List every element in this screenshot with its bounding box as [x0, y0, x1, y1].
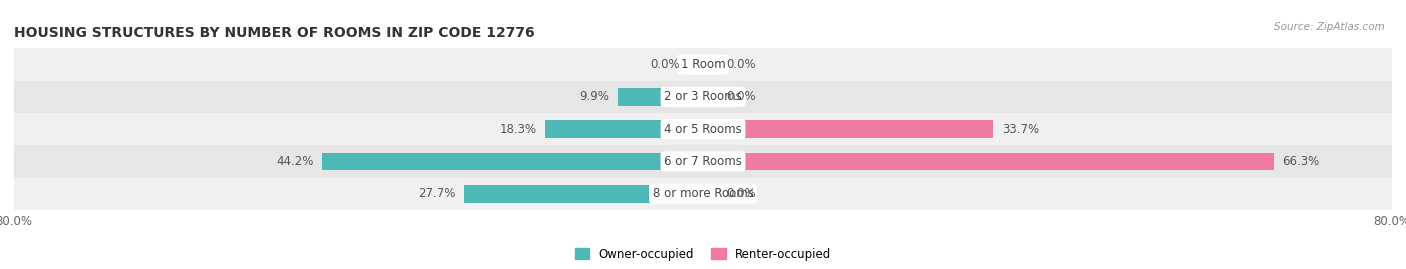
Text: 66.3%: 66.3%: [1282, 155, 1320, 168]
Bar: [703, 91, 716, 103]
Bar: [703, 153, 1274, 170]
Text: 0.0%: 0.0%: [650, 58, 679, 71]
Legend: Owner-occupied, Renter-occupied: Owner-occupied, Renter-occupied: [569, 243, 837, 265]
Text: 0.0%: 0.0%: [727, 90, 756, 103]
Text: 44.2%: 44.2%: [277, 155, 314, 168]
Bar: [703, 58, 716, 71]
Bar: [703, 187, 716, 200]
Text: 9.9%: 9.9%: [579, 90, 609, 103]
Bar: [546, 120, 703, 138]
Bar: [322, 153, 703, 170]
Text: 0.0%: 0.0%: [727, 187, 756, 200]
Bar: [14, 81, 1392, 113]
Bar: [617, 88, 703, 106]
Text: 6 or 7 Rooms: 6 or 7 Rooms: [664, 155, 742, 168]
Text: 1 Room: 1 Room: [681, 58, 725, 71]
Bar: [14, 113, 1392, 145]
Text: 27.7%: 27.7%: [419, 187, 456, 200]
Text: 33.7%: 33.7%: [1002, 123, 1039, 136]
Text: 0.0%: 0.0%: [727, 58, 756, 71]
Bar: [464, 185, 703, 203]
Text: Source: ZipAtlas.com: Source: ZipAtlas.com: [1274, 22, 1385, 31]
Bar: [14, 178, 1392, 210]
Text: HOUSING STRUCTURES BY NUMBER OF ROOMS IN ZIP CODE 12776: HOUSING STRUCTURES BY NUMBER OF ROOMS IN…: [14, 26, 534, 40]
Bar: [690, 58, 703, 71]
Bar: [14, 145, 1392, 178]
Text: 18.3%: 18.3%: [499, 123, 537, 136]
Bar: [703, 120, 993, 138]
Text: 4 or 5 Rooms: 4 or 5 Rooms: [664, 123, 742, 136]
Text: 8 or more Rooms: 8 or more Rooms: [652, 187, 754, 200]
Bar: [14, 48, 1392, 81]
Text: 2 or 3 Rooms: 2 or 3 Rooms: [664, 90, 742, 103]
